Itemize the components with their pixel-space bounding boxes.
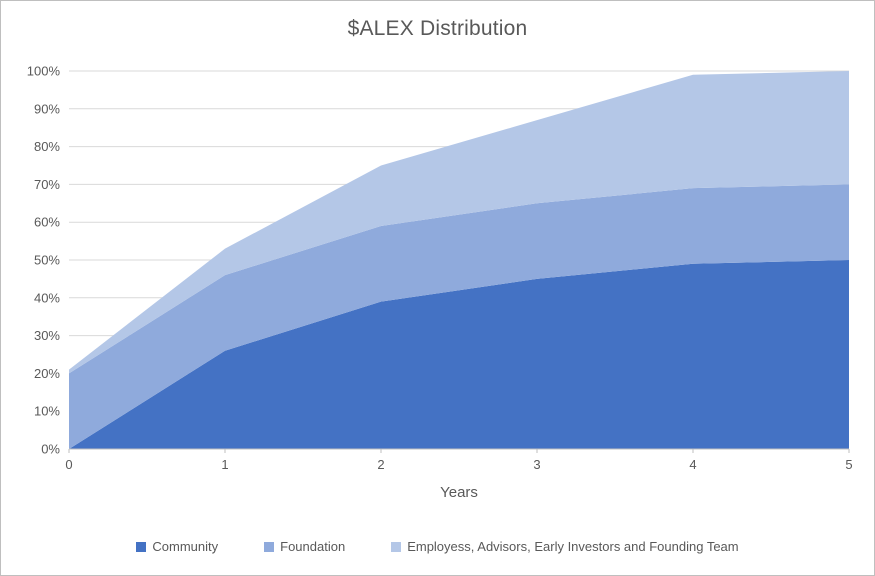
y-tick-label: 20% (34, 366, 60, 381)
legend-item: Foundation (264, 539, 345, 554)
legend-label: Community (152, 539, 219, 554)
legend-swatch (264, 541, 275, 552)
legend-label: Employess, Advisors, Early Investors and… (407, 539, 739, 554)
y-tick-label: 80% (34, 139, 60, 154)
y-tick-label: 90% (34, 101, 60, 116)
legend-item: Employess, Advisors, Early Investors and… (391, 539, 739, 554)
y-tick-label: 100% (27, 64, 61, 79)
chart-title: $ALEX Distribution (347, 17, 528, 40)
x-axis-title: Years (440, 484, 478, 501)
x-tick-label: 4 (689, 457, 696, 472)
legend: Community Foundation Employess, Advisors, … (1, 539, 874, 554)
y-tick-label: 60% (34, 215, 60, 230)
y-tick-label: 30% (34, 328, 60, 343)
area-series (69, 71, 849, 374)
x-tick-label: 2 (377, 457, 384, 472)
y-tick-label: 10% (34, 404, 60, 419)
legend-swatch (391, 541, 402, 552)
x-tick-label: 3 (533, 457, 540, 472)
y-tick-label: 0% (41, 442, 60, 457)
y-tick-label: 40% (34, 290, 60, 305)
legend-item: Community (136, 539, 218, 554)
area-series (69, 184, 849, 449)
y-tick-label: 70% (34, 177, 60, 192)
area-series (69, 260, 849, 449)
x-tick-label: 1 (221, 457, 228, 472)
x-tick-label: 0 (65, 457, 72, 472)
legend-swatch (136, 541, 147, 552)
x-tick-label: 5 (845, 457, 852, 472)
y-tick-label: 50% (34, 253, 60, 268)
legend-label: Foundation (280, 539, 346, 554)
